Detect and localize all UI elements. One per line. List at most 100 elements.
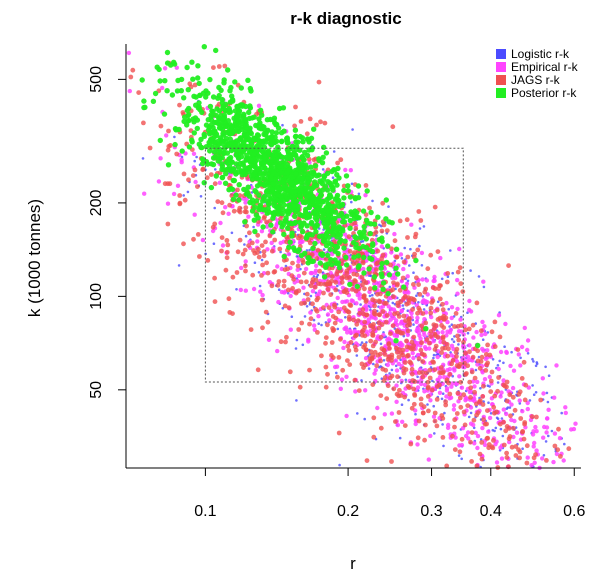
- data-point: [219, 166, 225, 172]
- data-point: [362, 286, 367, 292]
- data-point: [344, 316, 347, 319]
- data-point: [377, 299, 383, 305]
- data-point: [446, 380, 451, 386]
- data-point: [162, 66, 168, 71]
- data-point: [431, 360, 436, 365]
- data-point: [239, 265, 244, 271]
- data-point: [389, 358, 394, 363]
- data-point: [244, 209, 249, 215]
- data-point: [282, 303, 288, 309]
- data-point: [352, 195, 359, 201]
- data-point: [281, 231, 287, 238]
- data-point: [315, 330, 320, 335]
- data-point: [329, 261, 335, 268]
- data-point: [434, 307, 440, 313]
- data-point: [263, 239, 268, 245]
- data-point: [463, 327, 468, 333]
- data-point: [368, 209, 374, 216]
- data-point: [224, 249, 230, 255]
- x-tick-label: 0.2: [337, 503, 359, 520]
- data-point: [352, 278, 358, 283]
- data-point: [341, 219, 348, 225]
- data-point: [325, 208, 331, 214]
- data-point: [378, 425, 384, 431]
- data-point: [182, 197, 188, 203]
- data-point: [301, 343, 305, 347]
- data-point: [457, 374, 462, 379]
- data-point: [425, 266, 431, 272]
- data-point: [468, 309, 474, 314]
- data-point: [367, 359, 373, 364]
- data-point: [354, 301, 359, 306]
- data-point: [360, 307, 366, 312]
- legend-swatch: [496, 62, 506, 72]
- data-point: [425, 379, 431, 385]
- data-point: [255, 367, 261, 373]
- data-point: [472, 384, 477, 389]
- data-point: [320, 323, 323, 327]
- data-point: [301, 171, 307, 178]
- data-point: [399, 319, 405, 324]
- data-point: [342, 238, 348, 244]
- data-point: [420, 359, 426, 364]
- data-point: [288, 293, 293, 299]
- data-point: [177, 200, 183, 206]
- data-point: [264, 260, 269, 266]
- data-point: [392, 238, 398, 244]
- data-point: [509, 402, 514, 407]
- data-point: [260, 195, 267, 201]
- data-point: [275, 282, 281, 288]
- data-point: [523, 382, 529, 388]
- data-point: [283, 339, 288, 345]
- data-point: [439, 413, 445, 418]
- data-point: [544, 440, 548, 443]
- data-point: [311, 209, 317, 215]
- data-point: [290, 151, 297, 157]
- data-point: [519, 356, 522, 360]
- data-point: [447, 330, 453, 335]
- data-point: [280, 198, 287, 204]
- data-point: [542, 424, 547, 430]
- data-point: [524, 443, 530, 449]
- data-point: [237, 209, 243, 215]
- data-point: [181, 95, 187, 101]
- data-point: [246, 149, 253, 155]
- data-point: [417, 301, 420, 304]
- data-point: [332, 302, 337, 308]
- data-point: [390, 275, 395, 281]
- data-point: [350, 200, 353, 204]
- data-point: [432, 331, 438, 337]
- data-point: [366, 317, 371, 322]
- data-point: [563, 405, 568, 410]
- data-point: [404, 344, 410, 350]
- data-point: [545, 391, 549, 395]
- data-point: [356, 412, 359, 415]
- data-point: [174, 151, 180, 157]
- data-point: [260, 262, 265, 268]
- data-point: [280, 105, 287, 111]
- data-point: [359, 343, 362, 347]
- data-point: [363, 193, 368, 198]
- data-point: [416, 356, 422, 362]
- data-point: [160, 85, 165, 91]
- data-point: [232, 79, 238, 85]
- data-point: [353, 214, 359, 220]
- data-point: [399, 378, 404, 384]
- data-point: [319, 251, 326, 257]
- data-point: [236, 137, 243, 143]
- data-point: [428, 310, 434, 316]
- data-point: [389, 250, 394, 255]
- data-point: [297, 192, 303, 199]
- data-point: [401, 284, 407, 290]
- data-point: [400, 275, 406, 281]
- data-point: [432, 353, 436, 357]
- data-point: [534, 448, 539, 453]
- data-point: [252, 225, 255, 229]
- data-point: [416, 282, 421, 287]
- data-point: [304, 234, 310, 240]
- data-point: [341, 187, 347, 194]
- data-point: [190, 76, 196, 82]
- data-point: [179, 148, 185, 154]
- data-point: [260, 181, 267, 188]
- data-point: [314, 291, 318, 295]
